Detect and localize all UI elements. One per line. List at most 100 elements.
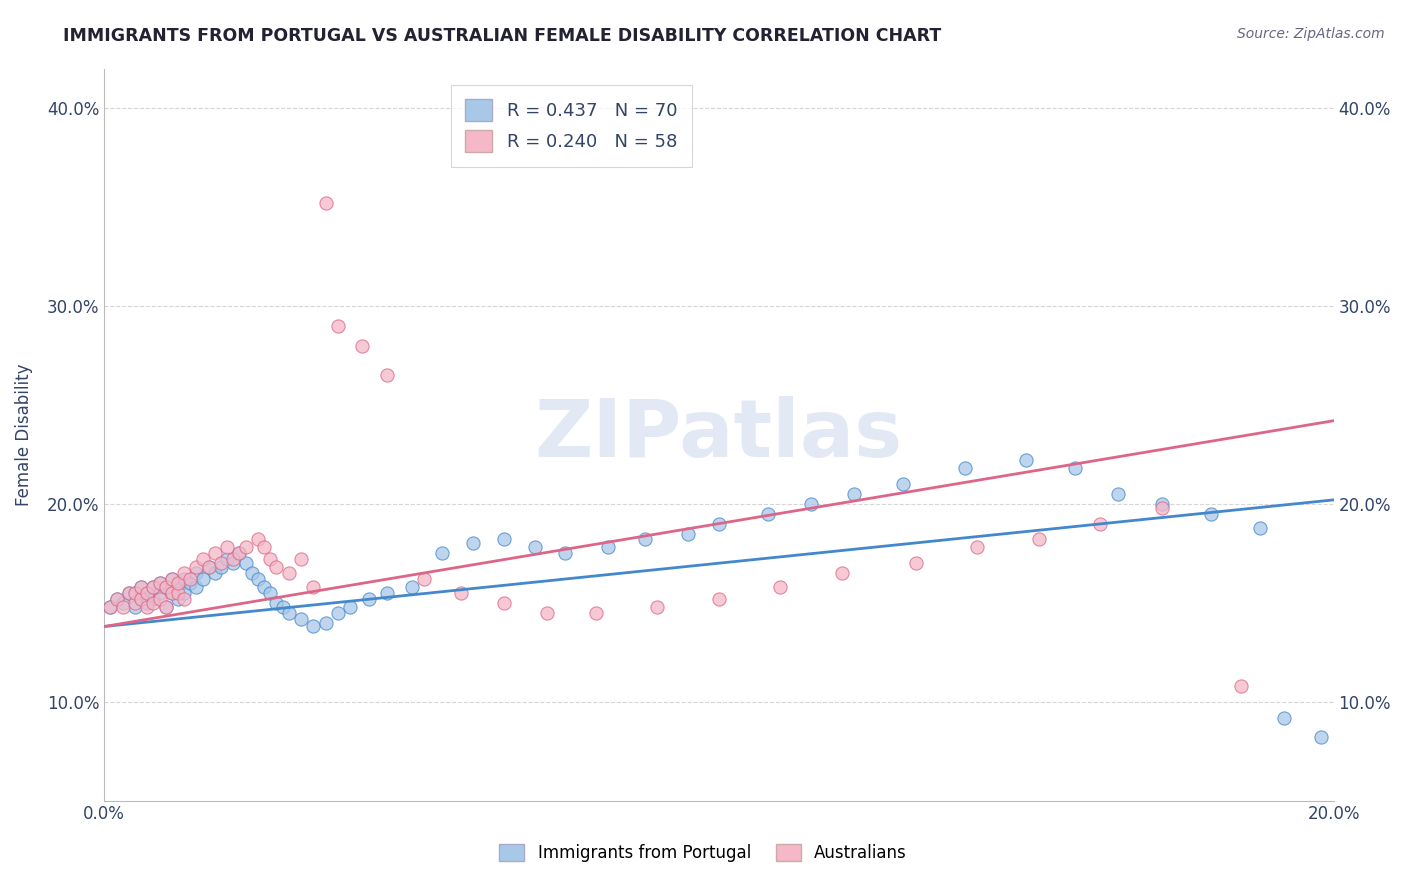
Point [160,586,183,600]
Point [118,586,141,600]
Point [904,556,927,570]
Point [217,541,239,555]
Point [160,572,183,586]
Point [173,591,195,606]
Point [167,591,190,606]
Point [191,552,214,566]
Point [167,576,190,591]
Point [1230,679,1253,693]
Point [800,497,823,511]
Point [186,580,208,594]
Point [375,368,398,383]
Point [253,580,276,594]
Point [647,599,669,614]
Point [1150,500,1173,515]
Point [302,619,325,633]
Point [756,507,779,521]
Point [167,580,190,594]
Point [339,599,361,614]
Point [1249,520,1271,534]
Point [197,560,219,574]
Point [676,526,699,541]
Point [1310,731,1333,745]
Point [142,580,165,594]
Point [259,552,281,566]
Point [142,596,165,610]
Point [401,580,423,594]
Point [155,599,177,614]
Point [246,572,269,586]
Point [271,599,294,614]
Point [204,566,226,580]
Point [277,566,299,580]
Point [1064,461,1087,475]
Point [204,546,226,560]
Point [1199,507,1222,521]
Point [105,591,128,606]
Point [136,596,159,610]
Point [352,338,374,352]
Point [953,461,976,475]
Point [148,591,170,606]
Point [326,318,349,333]
Point [315,196,337,211]
Point [100,599,122,614]
Point [191,572,214,586]
Point [844,487,866,501]
Point [235,556,257,570]
Point [111,599,134,614]
Point [173,566,195,580]
Point [432,546,454,560]
Point [1028,533,1050,547]
Point [228,546,250,560]
Point [124,586,146,600]
Point [155,580,177,594]
Point [197,560,219,574]
Point [160,586,183,600]
Legend: Immigrants from Portugal, Australians: Immigrants from Portugal, Australians [491,836,915,871]
Point [124,586,146,600]
Point [217,552,239,566]
Point [246,533,269,547]
Point [222,556,245,570]
Point [315,615,337,630]
Point [129,591,152,606]
Point [173,586,195,600]
Point [891,477,914,491]
Point [228,546,250,560]
Legend: R = 0.437   N = 70, R = 0.240   N = 58: R = 0.437 N = 70, R = 0.240 N = 58 [451,85,692,167]
Point [492,533,515,547]
Point [450,586,472,600]
Point [105,591,128,606]
Point [1150,497,1173,511]
Text: Source: ZipAtlas.com: Source: ZipAtlas.com [1237,27,1385,41]
Point [186,560,208,574]
Point [124,599,146,614]
Point [634,533,657,547]
Point [240,566,263,580]
Point [585,606,607,620]
Text: IMMIGRANTS FROM PORTUGAL VS AUSTRALIAN FEMALE DISABILITY CORRELATION CHART: IMMIGRANTS FROM PORTUGAL VS AUSTRALIAN F… [63,27,942,45]
Point [536,606,558,620]
Point [461,536,484,550]
Y-axis label: Female Disability: Female Disability [15,363,32,506]
Point [129,580,152,594]
Point [253,541,276,555]
Point [155,580,177,594]
Point [290,552,312,566]
Point [1015,453,1038,467]
Point [155,599,177,614]
Point [136,586,159,600]
Point [707,516,730,531]
Point [173,572,195,586]
Point [259,586,281,600]
Point [266,560,288,574]
Point [136,586,159,600]
Point [357,591,380,606]
Point [1274,710,1296,724]
Point [277,606,299,620]
Point [209,560,232,574]
Point [492,596,515,610]
Point [326,606,349,620]
Point [148,586,170,600]
